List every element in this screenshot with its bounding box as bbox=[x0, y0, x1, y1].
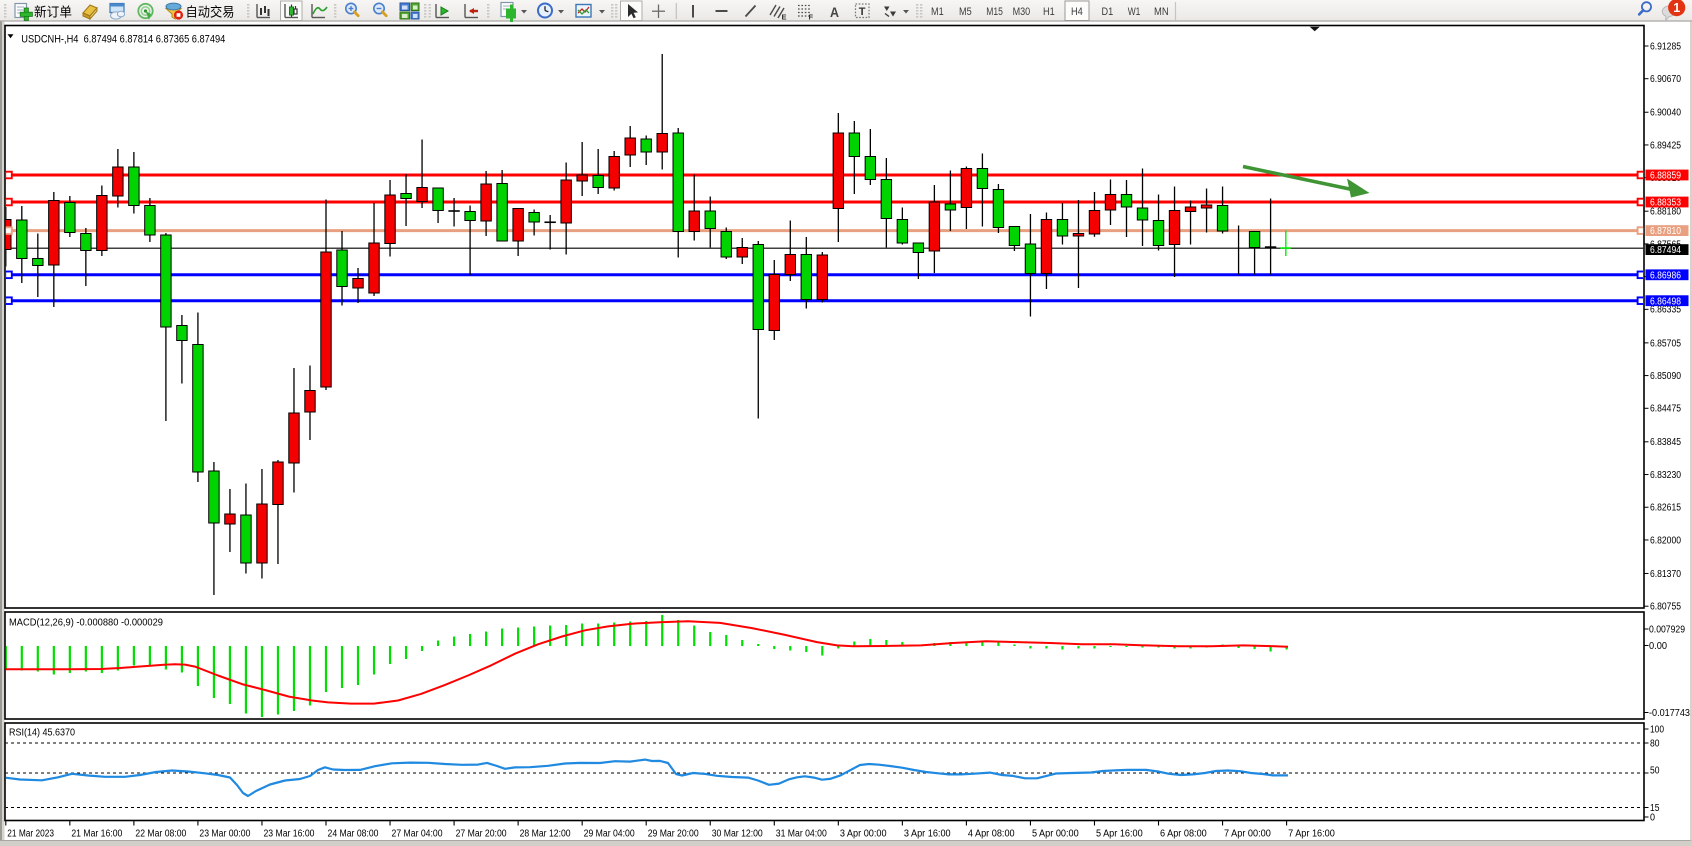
svg-text:100: 100 bbox=[1650, 724, 1664, 735]
svg-text:RSI(14) 45.6370: RSI(14) 45.6370 bbox=[9, 728, 75, 739]
svg-text:0.00: 0.00 bbox=[1649, 641, 1667, 652]
svg-text:30 Mar 12:00: 30 Mar 12:00 bbox=[712, 828, 763, 839]
svg-text:6.88180: 6.88180 bbox=[1650, 207, 1681, 218]
svg-text:6.82000: 6.82000 bbox=[1650, 535, 1681, 546]
svg-text:7 Apr 00:00: 7 Apr 00:00 bbox=[1224, 828, 1271, 839]
svg-text:D1: D1 bbox=[1102, 6, 1114, 18]
svg-text:29 Mar 20:00: 29 Mar 20:00 bbox=[648, 828, 699, 839]
svg-text:21 Mar 16:00: 21 Mar 16:00 bbox=[71, 828, 122, 839]
svg-text:29 Mar 04:00: 29 Mar 04:00 bbox=[584, 828, 635, 839]
svg-text:80: 80 bbox=[1650, 738, 1660, 749]
svg-text:T: T bbox=[859, 6, 866, 18]
svg-text:7 Apr 16:00: 7 Apr 16:00 bbox=[1288, 828, 1335, 839]
svg-text:M1: M1 bbox=[931, 6, 944, 18]
svg-text:50: 50 bbox=[1650, 766, 1660, 777]
svg-text:6.88353: 6.88353 bbox=[1650, 198, 1681, 209]
svg-text:27 Mar 20:00: 27 Mar 20:00 bbox=[456, 828, 507, 839]
svg-text:21 Mar 2023: 21 Mar 2023 bbox=[7, 828, 54, 839]
svg-text:6.86986: 6.86986 bbox=[1650, 270, 1681, 281]
svg-text:MACD(12,26,9) -0.000880 -0.000: MACD(12,26,9) -0.000880 -0.000029 bbox=[9, 618, 163, 629]
svg-text:5 Apr 16:00: 5 Apr 16:00 bbox=[1096, 828, 1143, 839]
svg-text:6.83845: 6.83845 bbox=[1650, 437, 1681, 448]
svg-text:USDCNH-,H4 6.87494 6.87814 6.: USDCNH-,H4 6.87494 6.87814 6.87365 6.874… bbox=[21, 34, 225, 46]
svg-text:6.85090: 6.85090 bbox=[1650, 371, 1681, 382]
svg-text:6.84475: 6.84475 bbox=[1650, 404, 1681, 415]
svg-text:H4: H4 bbox=[1071, 6, 1083, 18]
svg-text:6.80755: 6.80755 bbox=[1650, 602, 1681, 613]
svg-text:6.91285: 6.91285 bbox=[1650, 41, 1681, 52]
svg-text:0: 0 bbox=[1650, 812, 1655, 823]
svg-text:27 Mar 04:00: 27 Mar 04:00 bbox=[392, 828, 443, 839]
svg-text:F: F bbox=[809, 13, 814, 22]
svg-text:28 Mar 12:00: 28 Mar 12:00 bbox=[520, 828, 571, 839]
svg-text:6.88859: 6.88859 bbox=[1650, 171, 1681, 182]
svg-text:6.90670: 6.90670 bbox=[1650, 74, 1681, 85]
svg-text:3 Apr 16:00: 3 Apr 16:00 bbox=[904, 828, 951, 839]
svg-text:6.83230: 6.83230 bbox=[1650, 470, 1681, 481]
svg-text:31 Mar 04:00: 31 Mar 04:00 bbox=[776, 828, 827, 839]
svg-text:-0.017743: -0.017743 bbox=[1649, 708, 1690, 719]
svg-text:6 Apr 08:00: 6 Apr 08:00 bbox=[1160, 828, 1207, 839]
svg-text:W1: W1 bbox=[1128, 6, 1141, 18]
svg-text:6.90040: 6.90040 bbox=[1650, 108, 1681, 119]
svg-text:3 Apr 00:00: 3 Apr 00:00 bbox=[840, 828, 887, 839]
svg-text:M5: M5 bbox=[959, 6, 972, 18]
svg-text:M15: M15 bbox=[986, 6, 1003, 18]
svg-text:6.87494: 6.87494 bbox=[1650, 245, 1681, 256]
svg-text:6.89425: 6.89425 bbox=[1650, 140, 1681, 151]
svg-text:24 Mar 08:00: 24 Mar 08:00 bbox=[328, 828, 379, 839]
svg-text:1: 1 bbox=[1673, 1, 1680, 15]
svg-text:6.86498: 6.86498 bbox=[1650, 296, 1681, 307]
svg-text:E: E bbox=[782, 13, 787, 22]
svg-text:MN: MN bbox=[1154, 6, 1169, 18]
svg-text:6.81370: 6.81370 bbox=[1650, 569, 1681, 580]
svg-text:23 Mar 00:00: 23 Mar 00:00 bbox=[199, 828, 250, 839]
svg-text:0.007929: 0.007929 bbox=[1649, 624, 1685, 635]
svg-text:M30: M30 bbox=[1013, 6, 1031, 18]
svg-text:22 Mar 08:00: 22 Mar 08:00 bbox=[135, 828, 186, 839]
svg-text:H1: H1 bbox=[1043, 6, 1055, 18]
svg-text:6.86335: 6.86335 bbox=[1650, 305, 1681, 316]
svg-text:自动交易: 自动交易 bbox=[186, 5, 235, 20]
svg-text:4 Apr 08:00: 4 Apr 08:00 bbox=[968, 828, 1015, 839]
svg-text:A: A bbox=[830, 5, 839, 20]
svg-text:23 Mar 16:00: 23 Mar 16:00 bbox=[263, 828, 314, 839]
svg-text:6.82615: 6.82615 bbox=[1650, 503, 1681, 514]
svg-text:5 Apr 00:00: 5 Apr 00:00 bbox=[1032, 828, 1079, 839]
svg-text:6.87810: 6.87810 bbox=[1650, 226, 1681, 237]
svg-text:6.85705: 6.85705 bbox=[1650, 338, 1681, 349]
svg-text:新订单: 新订单 bbox=[34, 5, 72, 20]
svg-text:15: 15 bbox=[1650, 803, 1660, 814]
